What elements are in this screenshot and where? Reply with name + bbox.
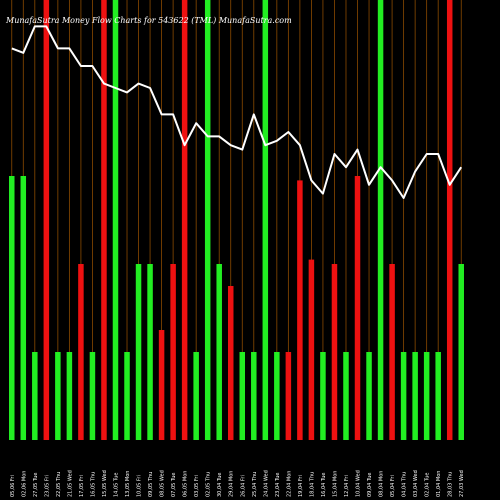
x-tick-label: 02,04 Tue — [425, 473, 431, 497]
x-tick-label: 30,04 Tue — [217, 473, 223, 497]
x-tick-label: 12,04 Fri — [344, 475, 350, 497]
x-tick-label: 26,04 Fri — [240, 475, 246, 497]
bar — [308, 259, 315, 440]
bar — [423, 352, 430, 440]
x-tick-label: 03,04 Wed — [413, 470, 419, 497]
bar — [343, 352, 349, 440]
bar — [181, 0, 188, 440]
x-tick-label: 08,05 Wed — [160, 470, 166, 497]
x-tick-label: 22,04 Mon — [286, 471, 292, 497]
x-tick-label: 05,06 Fri — [10, 475, 16, 497]
x-tick-label: 25,04 Thu — [252, 472, 258, 497]
bar — [43, 0, 50, 440]
x-tick-label: 16,04 Tue — [321, 473, 327, 497]
x-tick-label: 06,05 Mon — [183, 471, 189, 497]
bar — [89, 352, 96, 440]
x-tick-label: 15,05 Wed — [102, 470, 108, 497]
x-tick-label: 16,05 Thu — [90, 472, 96, 497]
x-tick-label: 10,04 Wed — [356, 470, 362, 497]
bar — [158, 330, 165, 440]
bar — [389, 264, 395, 440]
x-tick-label: 09,05 Thu — [148, 472, 154, 497]
x-tick-label: 04,04 Thu — [402, 472, 408, 497]
x-tick-label: 22,05 Thu — [56, 472, 62, 497]
x-tick-label: 24,04 Wed — [263, 470, 269, 497]
bar — [112, 0, 119, 440]
x-tick-label: 09,04 Tue — [367, 473, 373, 497]
x-tick-label: 15,04 Mon — [332, 471, 338, 497]
bar — [124, 352, 130, 440]
bar — [147, 264, 153, 440]
x-tick-label: 03,05 Fri — [194, 475, 200, 497]
bar — [331, 264, 338, 440]
bar — [78, 264, 84, 440]
bar — [55, 352, 61, 440]
bar — [251, 352, 257, 440]
bar — [435, 352, 441, 440]
x-tick-label: 18,04 Thu — [309, 472, 315, 497]
x-tick-label: 01,04 Mon — [436, 471, 442, 497]
bar — [458, 264, 464, 440]
bar — [412, 352, 418, 440]
x-tick-label: 05,04 Fri — [390, 475, 396, 497]
bar — [227, 286, 234, 440]
bar — [101, 0, 107, 440]
bar — [66, 352, 73, 440]
bar — [354, 176, 361, 440]
x-tick-label: 29,04 Mon — [229, 471, 235, 497]
bar-series — [9, 0, 464, 440]
x-tick-label: 23,05 Fri — [44, 475, 50, 497]
x-tick-label: 28,03 Thu — [448, 472, 454, 497]
bar — [20, 176, 27, 440]
x-tick-label: 17,05 Fri — [79, 475, 85, 497]
x-tick-label: 23,04 Tue — [275, 473, 281, 497]
bar — [262, 0, 269, 440]
x-tick-label: 27,03 Wed — [459, 470, 465, 497]
x-tick-label: 08,04 Mon — [379, 471, 385, 497]
bar — [297, 180, 303, 440]
x-tick-label: 02,06 Mon — [21, 471, 27, 497]
x-tick-label: 02,05 Thu — [206, 472, 212, 497]
x-tick-label: 27,05 Tue — [33, 473, 39, 497]
bar — [366, 352, 372, 440]
bar — [135, 264, 142, 440]
x-tick-label: 21,05 Wed — [67, 470, 73, 497]
bar — [193, 352, 199, 440]
bar — [9, 176, 15, 440]
bar — [377, 0, 384, 440]
chart-title: MunafaSutra Money Flow Charts for 543622… — [5, 16, 292, 25]
x-tick-label: 07,05 Tue — [171, 473, 177, 497]
bar — [204, 0, 211, 440]
bar — [216, 264, 222, 440]
bar — [274, 352, 280, 440]
bar — [32, 352, 38, 440]
bar — [446, 0, 453, 440]
money-flow-line — [11, 25, 463, 199]
x-tick-labels: 05,06 Fri 02,06 Mon 27,05 Tue 23,05 Fri 22,0… — [10, 470, 465, 497]
bar — [170, 264, 176, 440]
bar — [320, 352, 326, 440]
bar — [400, 352, 407, 440]
x-tick-label: 10,05 Fri — [137, 475, 143, 497]
x-tick-label: 13,05 Mon — [125, 471, 131, 497]
x-tick-label: 19,04 Fri — [298, 475, 304, 497]
x-tick-label: 14,05 Tue — [113, 473, 119, 497]
bar — [239, 352, 246, 440]
bar — [285, 352, 292, 440]
